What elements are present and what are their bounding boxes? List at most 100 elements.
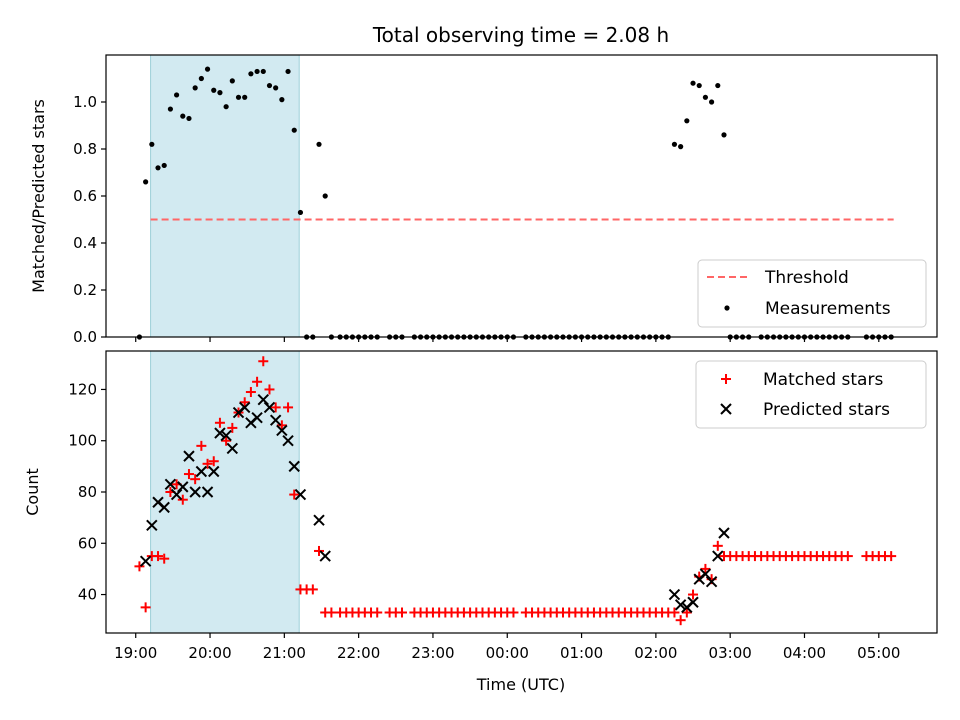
- predicted-star-point: [263, 401, 276, 414]
- measurement-point: [297, 209, 304, 216]
- matched-star-point: [245, 387, 256, 398]
- top-y-tick-label: 0.6: [73, 187, 97, 205]
- top-y-tick-label: 0.0: [73, 328, 97, 346]
- top-y-tick-label: 1.0: [73, 93, 97, 111]
- matched-star-point: [326, 607, 337, 618]
- bottom-panel: 40 60 80 100 120 19:00 20:00 21:00 22:00 23:00 00…: [23, 350, 938, 694]
- predicted-star-point: [687, 596, 699, 608]
- matched-star-point: [508, 607, 519, 618]
- matched-star-point: [276, 420, 287, 431]
- predicted-star-point: [251, 411, 263, 424]
- bottom-x-tick-label: 02:00: [634, 644, 677, 662]
- predicted-star-point: [276, 424, 288, 437]
- measurement-point: [161, 162, 167, 169]
- predicted-star-point: [158, 501, 170, 514]
- bottom-x-tick-label: 05:00: [857, 644, 900, 662]
- matched-star-point: [283, 402, 294, 413]
- legend-matched-label: Matched stars: [763, 370, 883, 390]
- chart-title: Total observing time = 2.08 h: [372, 23, 669, 47]
- matched-star-point: [264, 384, 275, 395]
- predicted-star-point: [313, 514, 325, 526]
- bottom-x-tick-label: 00:00: [486, 644, 529, 662]
- bottom-y-tick-label: 100: [68, 432, 97, 450]
- predicted-stars-points: [139, 394, 730, 614]
- measurement-point: [254, 68, 260, 75]
- legend-measurements-label: Measurements: [765, 299, 891, 319]
- predicted-star-point: [183, 450, 195, 462]
- predicted-star-point: [712, 550, 724, 562]
- bottom-x-tick-label: 03:00: [709, 644, 752, 662]
- matched-star-point: [314, 545, 325, 556]
- matched-star-point: [208, 456, 219, 467]
- top-x-ticks: [135, 337, 880, 342]
- measurement-point: [186, 115, 192, 122]
- measurement-point: [322, 193, 328, 199]
- top-y-axis: 0.0 0.2 0.4 0.6 0.8 1.0: [73, 93, 106, 346]
- measurement-point: [702, 94, 709, 100]
- matched-star-point: [396, 607, 407, 618]
- legend-matched-swatch: [721, 374, 731, 384]
- measurement-point: [204, 66, 211, 72]
- measurement-point: [242, 94, 248, 100]
- bottom-y-axis: 40 60 80 100 120: [68, 380, 106, 604]
- measurement-point: [217, 90, 223, 96]
- matched-stars-points: [134, 356, 897, 626]
- predicted-star-point: [319, 550, 331, 562]
- matched-star-point: [227, 422, 238, 433]
- matched-star-point: [221, 435, 232, 446]
- bottom-x-axis: 19:00 20:00 21:00 22:00 23:00 00:00 01:00 02:00…: [114, 633, 900, 662]
- matched-star-point: [196, 440, 207, 451]
- top-y-axis-label: Matched/Predicted stars: [29, 99, 48, 293]
- matched-star-point: [270, 402, 281, 413]
- matched-star-point: [372, 607, 383, 618]
- measurement-point: [235, 94, 242, 100]
- measurement-point: [180, 113, 186, 119]
- measurement-point: [684, 118, 690, 124]
- predicted-star-point: [189, 486, 201, 498]
- bottom-x-tick-label: 01:00: [560, 644, 603, 662]
- measurement-point: [198, 75, 204, 82]
- top-y-tick-label: 0.8: [73, 140, 97, 158]
- predicted-star-point: [139, 555, 152, 567]
- measurement-point: [248, 71, 254, 77]
- measurement-point: [291, 127, 297, 133]
- measurement-point: [155, 165, 161, 171]
- top-y-tick-label: 0.4: [73, 234, 97, 252]
- measurement-point: [266, 82, 273, 89]
- matched-star-point: [289, 489, 300, 500]
- predicted-star-point: [214, 427, 226, 439]
- legend-x-marker: [720, 403, 732, 415]
- predicted-star-point: [294, 488, 307, 501]
- measurement-point: [167, 106, 173, 112]
- measurement-point: [279, 97, 285, 103]
- predicted-star-point: [282, 435, 294, 447]
- predicted-star-point: [226, 442, 239, 455]
- bottom-legend-box: [695, 360, 927, 429]
- bottom-x-tick-label: 22:00: [337, 644, 380, 662]
- predicted-star-point: [220, 429, 232, 442]
- matched-star-point: [159, 553, 170, 564]
- matched-star-point: [134, 561, 145, 572]
- legend-predicted-label: Predicted stars: [763, 400, 890, 420]
- measurement-point: [709, 99, 715, 105]
- measurement-point: [671, 141, 678, 147]
- predicted-star-point: [238, 401, 251, 414]
- measurement-point: [690, 80, 696, 86]
- measurement-point: [316, 141, 322, 147]
- predicted-star-point: [288, 460, 300, 473]
- matched-star-point: [214, 417, 225, 428]
- measurement-point: [696, 82, 702, 89]
- predicted-star-point: [257, 394, 269, 406]
- matched-star-point: [307, 584, 318, 595]
- predicted-star-point: [668, 588, 681, 601]
- matched-star-point: [140, 602, 151, 613]
- bottom-x-tick-label: 20:00: [188, 644, 231, 662]
- bottom-legend: Matched stars Predicted stars: [695, 360, 927, 429]
- matched-star-point: [190, 474, 201, 485]
- legend-threshold-label: Threshold: [764, 268, 849, 288]
- matched-star-point: [153, 551, 164, 562]
- matched-star-point: [700, 563, 711, 574]
- top-y-tick-label: 0.2: [73, 281, 97, 299]
- predicted-star-point: [718, 527, 730, 539]
